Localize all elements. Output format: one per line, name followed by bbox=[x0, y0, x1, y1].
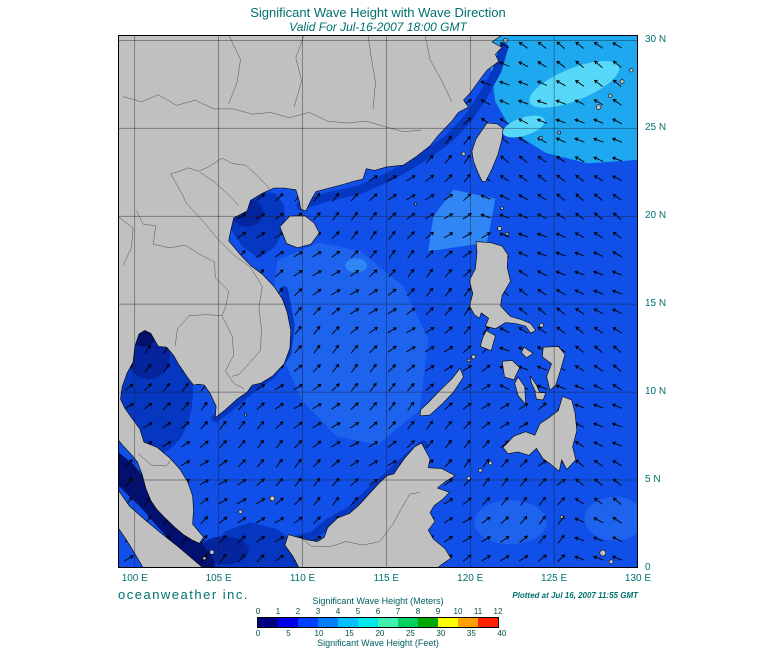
colorbar-segment bbox=[458, 618, 478, 627]
lon-label: 125 E bbox=[541, 573, 568, 584]
plotted-timestamp: Plotted at Jul 16, 2007 11:55 GMT bbox=[512, 591, 638, 600]
meters-tick: 5 bbox=[355, 607, 361, 616]
lon-label: 110 E bbox=[289, 573, 316, 584]
feet-tick: 40 bbox=[497, 629, 507, 638]
map-frame bbox=[118, 35, 638, 568]
meters-tick: 4 bbox=[335, 607, 341, 616]
lat-label: 10 N bbox=[645, 386, 667, 398]
meters-tick: 9 bbox=[435, 607, 441, 616]
meters-tick: 11 bbox=[473, 607, 483, 616]
feet-tick: 0 bbox=[255, 629, 261, 638]
wave-height-map bbox=[118, 35, 638, 568]
meters-tick: 2 bbox=[295, 607, 301, 616]
colorbar-segment bbox=[478, 618, 498, 627]
meters-tick: 1 bbox=[275, 607, 281, 616]
meters-tick: 3 bbox=[315, 607, 321, 616]
colorbar-segment bbox=[378, 618, 398, 627]
meters-tick: 7 bbox=[395, 607, 401, 616]
colorbar-segment bbox=[298, 618, 318, 627]
colorbar-segment bbox=[278, 618, 298, 627]
lat-label: 25 N bbox=[645, 122, 667, 134]
colorbar-segment bbox=[318, 618, 338, 627]
feet-tick: 25 bbox=[405, 629, 415, 638]
lat-label: 0 bbox=[645, 562, 651, 573]
colorbar-segment bbox=[258, 618, 278, 627]
feet-tick: 35 bbox=[466, 629, 476, 638]
colorbar-gradient bbox=[257, 617, 499, 628]
colorbar-title-feet: Significant Wave Height (Feet) bbox=[317, 638, 439, 648]
meters-tick: 10 bbox=[453, 607, 463, 616]
lon-label: 130 E bbox=[624, 573, 652, 584]
lat-label: 30 N bbox=[645, 34, 667, 46]
lon-label: 105 E bbox=[205, 573, 232, 584]
meters-tick: 8 bbox=[415, 607, 421, 616]
lon-label: 100 E bbox=[121, 573, 148, 584]
colorbar-segment bbox=[438, 618, 458, 627]
colorbar-feet-ticks: 0 5 10 15 20 25 30 35 40 bbox=[255, 629, 507, 638]
colorbar-title-meters: Significant Wave Height (Meters) bbox=[312, 596, 444, 606]
colorbar-segment bbox=[338, 618, 358, 627]
meters-tick: 0 bbox=[255, 607, 261, 616]
lon-label: 115 E bbox=[373, 573, 400, 584]
meters-tick: 6 bbox=[375, 607, 381, 616]
oceanweather-logo: oceanweather inc. bbox=[118, 587, 250, 602]
feet-tick: 10 bbox=[314, 629, 324, 638]
lat-label: 15 N bbox=[645, 298, 667, 310]
colorbar-segment bbox=[358, 618, 378, 627]
lat-label: 20 N bbox=[645, 210, 667, 222]
valid-time-subtitle: Valid For Jul-16-2007 18:00 GMT bbox=[289, 20, 467, 34]
lat-label: 5 N bbox=[645, 474, 661, 486]
colorbar-segment bbox=[398, 618, 418, 627]
feet-tick: 30 bbox=[436, 629, 446, 638]
colorbar-segment bbox=[418, 618, 438, 627]
feet-tick: 20 bbox=[375, 629, 385, 638]
feet-tick: 15 bbox=[344, 629, 354, 638]
header: Significant Wave Height with Wave Direct… bbox=[118, 6, 638, 34]
colorbar-meters-ticks: 0 1 2 3 4 5 6 7 8 9 10 11 12 bbox=[255, 607, 503, 616]
lon-label: 120 E bbox=[457, 573, 484, 584]
meters-tick: 12 bbox=[493, 607, 503, 616]
page-title: Significant Wave Height with Wave Direct… bbox=[250, 5, 506, 20]
feet-tick: 5 bbox=[286, 629, 291, 638]
